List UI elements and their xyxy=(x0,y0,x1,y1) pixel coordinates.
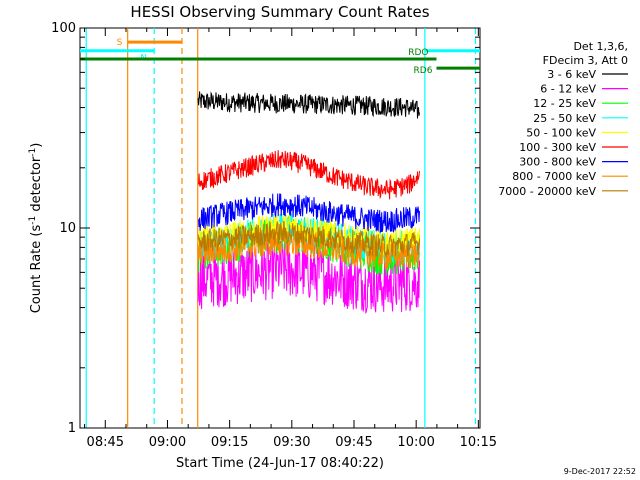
legend-label-4: 50 - 100 keV xyxy=(526,126,596,139)
x-tick-label-2: 09:15 xyxy=(211,435,248,450)
attenuator-bars: SNRDORD6 xyxy=(80,38,480,76)
legend-label-3: 25 - 50 keV xyxy=(533,112,596,125)
legend-label-1: 6 - 12 keV xyxy=(540,83,596,96)
x-tick-label-6: 10:15 xyxy=(460,435,497,450)
legend-header-1: Det 1,3,6, xyxy=(573,40,628,53)
series-lines xyxy=(197,91,420,314)
series-line-8 xyxy=(197,220,420,258)
x-tick-label-0: 08:45 xyxy=(87,435,124,450)
y-tick-label-0: 1 xyxy=(68,421,76,436)
y-axis: 1 10 100 xyxy=(51,21,480,436)
y-axis-label-end: ) xyxy=(29,143,44,148)
x-tick-label-4: 09:45 xyxy=(335,435,372,450)
time-markers xyxy=(85,28,477,428)
timestamp: 9-Dec-2017 22:52 xyxy=(564,467,636,476)
bar-label-0: S xyxy=(117,38,123,48)
series-line-0 xyxy=(197,91,420,119)
legend-label-5: 100 - 300 keV xyxy=(519,141,596,154)
x-axis: 08:45 09:00 09:15 09:30 09:45 10:00 10:15 xyxy=(84,28,497,450)
bar-label-3: RDO xyxy=(408,48,428,58)
x-tick-label-3: 09:30 xyxy=(273,435,310,450)
series-line-1 xyxy=(197,239,420,314)
x-axis-label: Start Time (24-Jun-17 08:40:22) xyxy=(176,456,384,471)
legend: Det 1,3,6, FDecim 3, Att 0 3 - 6 keV 6 - … xyxy=(498,40,628,198)
legend-label-7: 800 - 7000 keV xyxy=(512,170,596,183)
chart-title: HESSI Observing Summary Count Rates xyxy=(130,3,429,21)
legend-label-6: 300 - 800 keV xyxy=(519,156,596,169)
x-tick-label-5: 10:00 xyxy=(397,435,434,450)
x-tick-label-1: 09:00 xyxy=(149,435,186,450)
legend-header-2: FDecim 3, Att 0 xyxy=(543,54,628,67)
y-axis-label-sup1: -1 xyxy=(28,216,38,225)
legend-label-0: 3 - 6 keV xyxy=(547,68,596,81)
legend-label-2: 12 - 25 keV xyxy=(533,97,596,110)
legend-label-8: 7000 - 20000 keV xyxy=(498,185,596,198)
bar-label-4: RD6 xyxy=(414,66,433,76)
y-axis-label-main: Count Rate (s xyxy=(29,225,44,314)
y-axis-label: Count Rate (s-1 detector-1) xyxy=(28,143,44,314)
y-tick-label-2: 100 xyxy=(51,21,76,36)
series-line-5 xyxy=(197,150,420,200)
y-axis-label-mid: detector xyxy=(29,156,44,216)
y-tick-label-1: 10 xyxy=(59,221,76,236)
series-line-6 xyxy=(197,193,420,233)
y-axis-label-sup2: -1 xyxy=(28,148,38,157)
